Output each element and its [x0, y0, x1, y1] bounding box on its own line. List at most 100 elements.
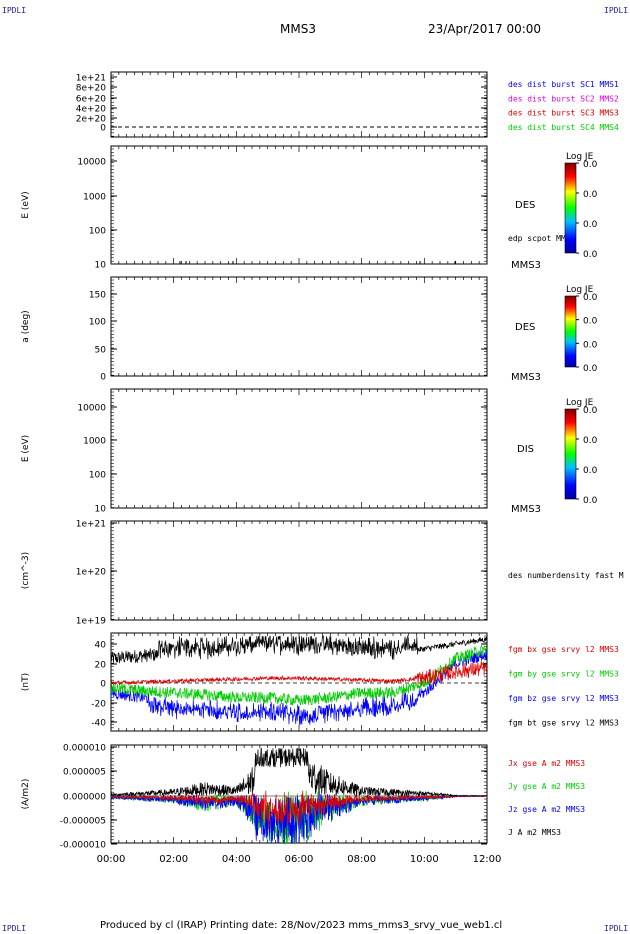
legend-entry: des dist burst SC4 MMS4 — [508, 123, 619, 132]
y-tick-label: 10 — [95, 261, 107, 271]
panel-frame — [110, 145, 488, 265]
y-axis-label: (nT) — [21, 673, 31, 691]
y-tick-label: 1e+19 — [76, 617, 107, 627]
y-tick-label: 1000 — [83, 193, 106, 203]
y-tick-label: -0.000005 — [60, 817, 106, 827]
y-tick-label: 100 — [89, 227, 106, 237]
y-axis-label: E (eV) — [21, 435, 31, 462]
colorbar-tick-label: 0.0 — [583, 293, 598, 303]
series-line — [110, 790, 487, 830]
y-axis-label: (cm^-3) — [21, 552, 31, 589]
colorbar-tick-label: 0.0 — [583, 220, 598, 230]
corner-mark-top-left: IPDLI — [2, 6, 27, 15]
y-tick-label: 1e+21 — [76, 74, 106, 84]
series-line — [110, 747, 488, 798]
series-line — [110, 791, 488, 844]
colorbar-tick-label: 0.0 — [583, 436, 598, 446]
y-tick-label: 40 — [95, 641, 107, 651]
y-tick-label: -20 — [91, 700, 106, 710]
y-tick-label: 0 — [100, 680, 106, 690]
y-tick-label: 4e+20 — [76, 105, 107, 115]
series-label: Jx gse A m2 MMS3 — [508, 759, 585, 768]
colorbar — [564, 162, 577, 254]
corner-mark-top-right: IPDLI — [604, 6, 629, 15]
series-label: Jy gse A m2 MMS3 — [508, 782, 585, 791]
time-tick-label: 00:00 — [97, 854, 126, 865]
y-tick-label: 0 — [100, 124, 106, 134]
y-tick-label: 0.000005 — [63, 768, 106, 778]
y-tick-label: 2e+20 — [76, 115, 107, 125]
legend-entry: des dist burst SC2 MMS2 — [508, 94, 619, 103]
y-tick-label: 1000 — [83, 437, 106, 447]
annotation-label: edp scpot MMS3 — [508, 234, 576, 243]
instrument-label: DES — [515, 322, 535, 333]
plot-date: 23/Apr/2017 00:00 — [428, 22, 542, 36]
corner-mark-bottom-right: IPDLI — [604, 924, 629, 933]
series-label: fgm by gse srvy l2 MMS3 — [508, 670, 619, 679]
series-label: des numberdensity fast M — [508, 571, 624, 580]
instrument-label: DIS — [517, 444, 534, 455]
y-tick-label: 10 — [95, 505, 107, 515]
time-tick-label: 06:00 — [285, 854, 314, 865]
footer-credits: Produced by cl (IRAP) Printing date: 28/… — [100, 920, 503, 931]
y-tick-label: 0.000010 — [63, 744, 106, 754]
colorbar-tick-label: 0.0 — [583, 160, 598, 170]
y-tick-label: 100 — [89, 318, 106, 328]
y-tick-label: 1e+20 — [76, 568, 107, 578]
series-line — [110, 660, 488, 686]
y-tick-label: 150 — [89, 291, 106, 301]
panel-frame — [110, 520, 488, 621]
y-tick-label: 10000 — [77, 404, 106, 414]
series-line — [110, 645, 488, 706]
colorbar-tick-label: 0.0 — [583, 496, 598, 506]
time-tick-label: 02:00 — [159, 854, 188, 865]
y-tick-label: 0 — [100, 373, 106, 383]
series-line — [110, 649, 488, 726]
y-tick-label: 1e+21 — [76, 520, 106, 530]
series-label: fgm bz gse srvy l2 MMS3 — [508, 694, 619, 703]
y-axis-label: E (eV) — [21, 191, 31, 218]
series-label: J A m2 MMS3 — [508, 828, 561, 837]
colorbar-tick-label: 0.0 — [583, 406, 598, 416]
y-tick-label: 20 — [95, 661, 107, 671]
colorbar-title: Log JE — [566, 152, 594, 162]
colorbar-tick-label: 0.0 — [583, 364, 598, 374]
series-label: fgm bt gse srvy l2 MMS3 — [508, 719, 619, 728]
spacecraft-label: MMS3 — [511, 504, 541, 515]
colorbar-tick-label: 0.0 — [583, 340, 598, 350]
panel-frame — [110, 388, 488, 509]
legend-entry: des dist burst SC1 MMS1 — [508, 80, 619, 89]
colorbar-tick-label: 0.0 — [583, 250, 598, 260]
y-tick-label: 100 — [89, 471, 106, 481]
colorbar-tick-label: 0.0 — [583, 466, 598, 476]
y-tick-label: 0.000000 — [63, 793, 106, 803]
legend-entry: des dist burst SC3 MMS3 — [508, 109, 619, 118]
series-label: Jz gse A m2 MMS3 — [508, 805, 585, 814]
instrument-label: DES — [515, 200, 535, 211]
time-tick-label: 04:00 — [222, 854, 251, 865]
colorbar — [564, 408, 577, 500]
spacecraft-label: MMS3 — [511, 260, 541, 271]
colorbar-tick-label: 0.0 — [583, 190, 598, 200]
y-axis-label: a (deg) — [21, 310, 31, 342]
y-tick-label: 50 — [95, 346, 107, 356]
time-tick-label: 08:00 — [347, 854, 376, 865]
series-label: fgm bx gse srvy l2 MMS3 — [508, 645, 619, 654]
spacecraft-title: MMS3 — [280, 22, 316, 36]
y-axis-label: (A/m2) — [21, 779, 31, 810]
time-tick-label: 12:00 — [473, 854, 502, 865]
series-line — [110, 635, 488, 664]
spacecraft-label: MMS3 — [511, 372, 541, 383]
y-tick-label: 10000 — [77, 158, 106, 168]
corner-mark-bottom-left: IPDLI — [2, 924, 27, 933]
y-tick-label: -0.000010 — [60, 841, 106, 851]
y-tick-label: -40 — [91, 719, 106, 729]
panel-frame — [110, 276, 488, 377]
y-tick-label: 6e+20 — [76, 95, 107, 105]
colorbar-tick-label: 0.0 — [583, 317, 598, 327]
colorbar-title: Log JE — [566, 398, 594, 408]
y-tick-label: 8e+20 — [76, 84, 107, 94]
colorbar — [564, 295, 577, 368]
colorbar-title: Log JE — [566, 285, 594, 295]
